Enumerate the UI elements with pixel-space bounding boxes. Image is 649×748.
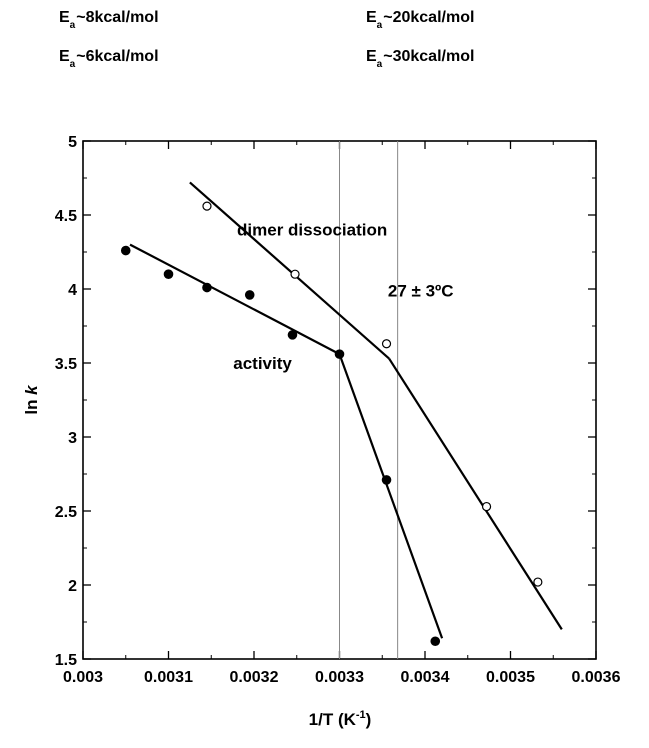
vertical-reference-lines <box>339 141 399 659</box>
fit-line <box>129 243 341 356</box>
y-tick-label: 4 <box>68 282 77 299</box>
activity-point <box>202 282 212 293</box>
dimer-point <box>381 339 392 349</box>
ea-label-bottom-left: Ea~6kcal/mol <box>59 47 159 70</box>
fit-line <box>388 357 563 630</box>
activity-point <box>244 290 255 300</box>
ea-subscript: a <box>69 20 76 31</box>
ea-value: ~6kcal/mol <box>76 48 159 65</box>
y-axis: 1.5 2 2.5 3 3.5 4 4.5 5 <box>55 134 596 669</box>
ea-value: ~20kcal/mol <box>383 9 475 26</box>
activity-point <box>120 245 131 256</box>
ea-label-top-left: Ea~8kcal/mol <box>59 8 159 31</box>
y-tick-label: 3.5 <box>55 356 77 373</box>
ea-subscript: a <box>69 59 76 70</box>
x-axis-title: 1/T (K-1) <box>309 709 372 729</box>
ea-value: ~30kcal/mol <box>383 48 475 65</box>
annotations: dimer dissociation 27 ± 3ºC activity <box>233 221 453 373</box>
y-tick-label: 3 <box>68 430 77 447</box>
y-tick-label: 2.5 <box>55 504 77 521</box>
ea-label-top-right: Ea~20kcal/mol <box>366 8 475 31</box>
ea-symbol: E <box>366 48 377 65</box>
activity-point <box>430 636 441 647</box>
fit-line <box>189 181 390 360</box>
ea-subscript: a <box>376 20 383 31</box>
x-tick-label: 0.0033 <box>315 669 364 686</box>
ea-symbol: E <box>59 48 70 65</box>
activity-point <box>287 330 298 340</box>
x-tick-label: 0.0034 <box>401 669 450 686</box>
y-tick-label: 1.5 <box>55 652 77 669</box>
ea-subscript: a <box>376 59 383 70</box>
fit-line <box>338 353 444 639</box>
ea-symbol: E <box>59 9 70 26</box>
ea-label-bottom-right: Ea~30kcal/mol <box>366 47 475 70</box>
chart-annotation: 27 ± 3ºC <box>388 281 454 300</box>
data-points <box>120 201 543 647</box>
activity-point <box>334 349 345 359</box>
y-axis-title: ln k <box>22 384 41 415</box>
dimer-point <box>481 501 492 512</box>
chart-annotation: activity <box>233 354 292 373</box>
y-tick-label: 2 <box>68 578 77 595</box>
fit-lines <box>129 181 563 639</box>
chart-annotation: dimer dissociation <box>237 221 387 240</box>
y-tick-label: 4.5 <box>55 208 77 225</box>
x-tick-label: 0.0036 <box>572 669 621 686</box>
ea-symbol: E <box>366 9 377 26</box>
x-tick-label: 0.0032 <box>230 669 279 686</box>
dimer-point <box>290 269 300 279</box>
x-tick-label: 0.0035 <box>486 669 535 686</box>
x-tick-label: 0.0031 <box>144 669 193 686</box>
dimer-point <box>202 201 212 211</box>
ea-value: ~8kcal/mol <box>76 9 159 26</box>
activity-point <box>163 269 174 280</box>
x-tick-label: 0.003 <box>63 669 103 686</box>
activity-point <box>381 475 392 485</box>
dimer-point <box>533 577 543 587</box>
y-tick-label: 5 <box>68 134 77 151</box>
